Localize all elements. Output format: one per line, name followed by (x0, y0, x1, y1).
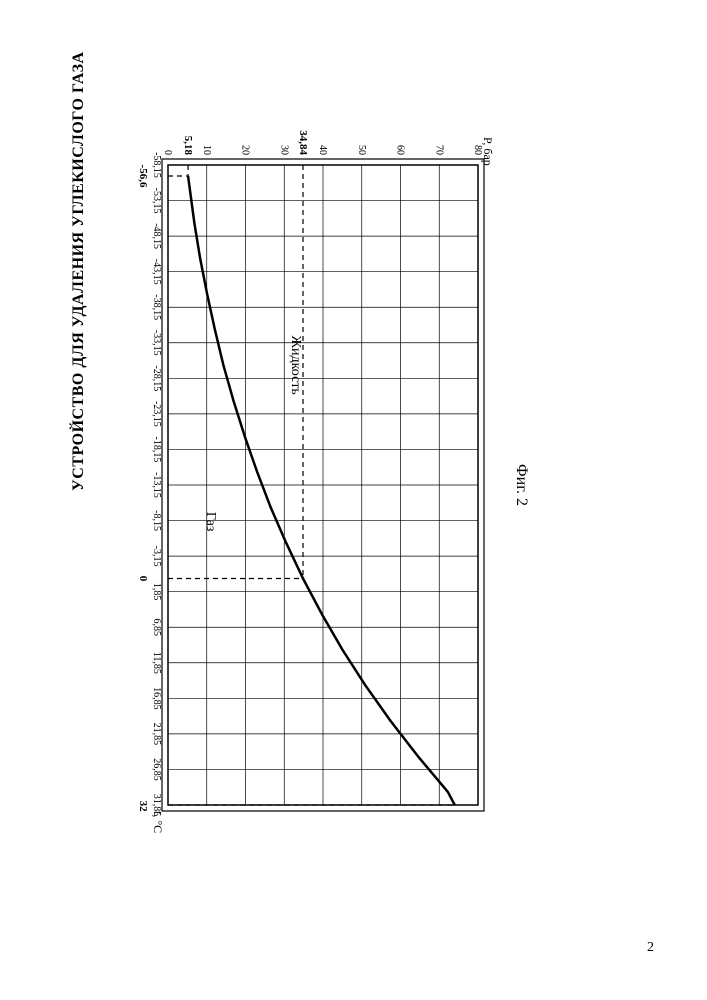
svg-text:-8,15: -8,15 (151, 510, 162, 531)
svg-text:-48,15: -48,15 (151, 223, 162, 249)
svg-text:P, бар: P, бар (481, 137, 495, 166)
svg-text:-38,15: -38,15 (151, 294, 162, 320)
svg-text:t, °C: t, °C (151, 811, 165, 833)
svg-text:30: 30 (278, 145, 289, 155)
phase-diagram-chart: ЖидкостьГаз010203040506070805,1834,84P, … (120, 110, 500, 835)
svg-text:-58,15: -58,15 (151, 152, 162, 178)
svg-text:-53,15: -53,15 (151, 188, 162, 214)
document-title: УСТРОЙСТВО ДЛЯ УДАЛЕНИЯ УГЛЕКИСЛОГО ГАЗА (70, 51, 88, 491)
svg-text:-28,15: -28,15 (151, 365, 162, 391)
svg-text:6,85: 6,85 (151, 618, 162, 636)
svg-text:21,85: 21,85 (151, 723, 162, 746)
svg-text:0: 0 (162, 150, 173, 155)
svg-text:-33,15: -33,15 (151, 330, 162, 356)
svg-text:11,85: 11,85 (151, 652, 162, 674)
svg-text:32: 32 (137, 801, 149, 813)
svg-text:34,84: 34,84 (297, 130, 309, 155)
svg-text:0: 0 (137, 576, 149, 582)
svg-text:60: 60 (395, 145, 406, 155)
svg-text:26,85: 26,85 (151, 758, 162, 781)
svg-text:-13,15: -13,15 (151, 472, 162, 498)
svg-text:16,85: 16,85 (151, 687, 162, 710)
svg-text:Жидкость: Жидкость (288, 336, 303, 395)
svg-text:-23,15: -23,15 (151, 401, 162, 427)
svg-text:-43,15: -43,15 (151, 259, 162, 285)
svg-text:-18,15: -18,15 (151, 437, 162, 463)
page: УСТРОЙСТВО ДЛЯ УДАЛЕНИЯ УГЛЕКИСЛОГО ГАЗА… (0, 0, 707, 1000)
svg-text:50: 50 (356, 145, 367, 155)
svg-text:Газ: Газ (203, 512, 218, 532)
figure-caption: Фиг. 2 (512, 464, 530, 506)
svg-text:40: 40 (317, 145, 328, 155)
svg-text:10: 10 (201, 145, 212, 155)
svg-text:-56,6: -56,6 (137, 165, 149, 188)
svg-text:70: 70 (433, 145, 444, 155)
svg-text:-3,15: -3,15 (151, 546, 162, 567)
page-number: 2 (647, 940, 654, 956)
svg-text:5,18: 5,18 (182, 136, 194, 156)
svg-text:1,85: 1,85 (151, 583, 162, 601)
svg-text:20: 20 (240, 145, 251, 155)
